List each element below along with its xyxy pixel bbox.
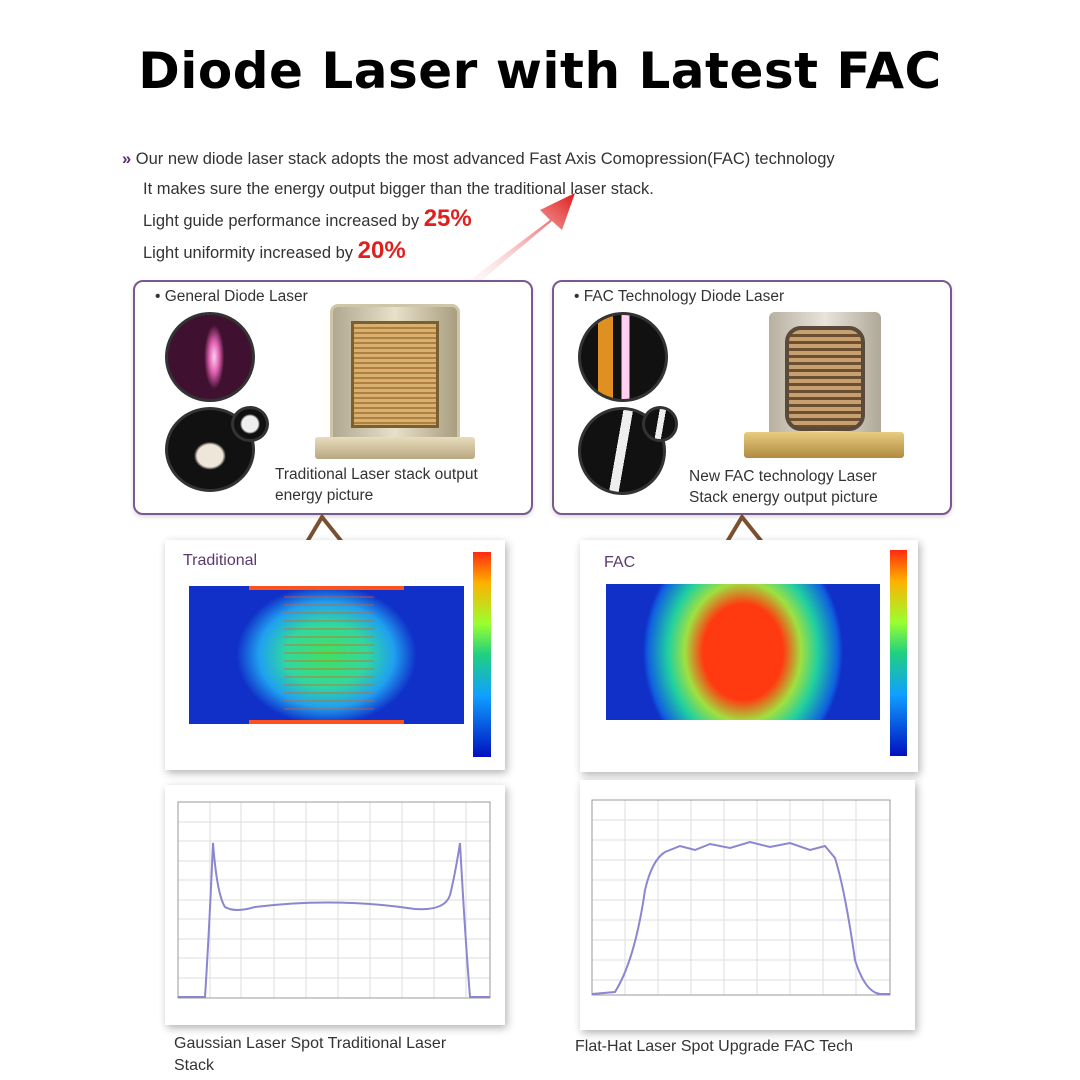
laser-stack-image (330, 304, 460, 449)
uniformity-percent: 20% (357, 237, 406, 264)
intro-text-4: Light uniformity increased by (143, 244, 354, 262)
general-diode-box: • General Diode Laser Traditional Laser … (133, 280, 533, 515)
caption-line: Traditional Laser stack output (275, 466, 478, 483)
intro-line-4: Light uniformity increased by 20% (143, 237, 406, 265)
stack-base-image (744, 432, 904, 458)
caption-line: Stack (174, 1057, 215, 1074)
page-title: Diode Laser with Latest FAC (138, 42, 942, 100)
traditional-heatmap-panel: Traditional (165, 540, 505, 770)
caption-line: energy picture (275, 487, 374, 504)
box-label: • General Diode Laser (155, 288, 308, 305)
beam-spot-image (165, 312, 255, 402)
fac-profile-panel (580, 780, 915, 1030)
spot-detail-image (642, 406, 678, 442)
fac-diode-box: • FAC Technology Diode Laser New FAC tec… (552, 280, 952, 515)
heatmap-label: Traditional (183, 552, 258, 569)
spot-detail-image (231, 406, 269, 442)
intro-line-2: It makes sure the energy output bigger t… (143, 180, 654, 198)
left-profile-caption: Gaussian Laser Spot Traditional Laser Sta… (174, 1033, 446, 1077)
traditional-profile-chart (177, 801, 491, 999)
color-scale-bar (473, 552, 491, 757)
laser-stack-image (769, 312, 881, 447)
right-profile-caption: Flat-Hat Laser Spot Upgrade FAC Tech (575, 1038, 854, 1055)
left-caption: Traditional Laser stack output energy pic… (275, 464, 478, 506)
traditional-profile-panel (165, 785, 505, 1025)
fac-profile-chart (591, 799, 891, 996)
right-caption: New FAC technology Laser Stack energy out… (689, 466, 878, 508)
intro-text-1: Our new diode laser stack adopts the mos… (135, 150, 835, 168)
stack-base-image (315, 437, 475, 459)
intro-line-3: Light guide performance increased by 25% (143, 205, 472, 233)
caption-line: Stack energy output picture (689, 489, 878, 506)
intro-line-1: » Our new diode laser stack adopts the m… (122, 150, 835, 169)
color-scale-bar (890, 550, 907, 756)
fac-heatmap-panel: FAC (580, 540, 918, 772)
heatmap-label: FAC (604, 554, 636, 571)
traditional-heatmap (189, 586, 464, 724)
caption-line: Gaussian Laser Spot Traditional Laser (174, 1035, 447, 1052)
beam-spot-image (578, 312, 668, 402)
fac-heatmap (606, 584, 880, 720)
box-label: • FAC Technology Diode Laser (574, 288, 785, 305)
intro-text-3: Light guide performance increased by (143, 212, 420, 230)
caption-line: New FAC technology Laser (689, 468, 877, 485)
guide-percent: 25% (423, 205, 472, 232)
bullet-icon: » (122, 150, 132, 168)
